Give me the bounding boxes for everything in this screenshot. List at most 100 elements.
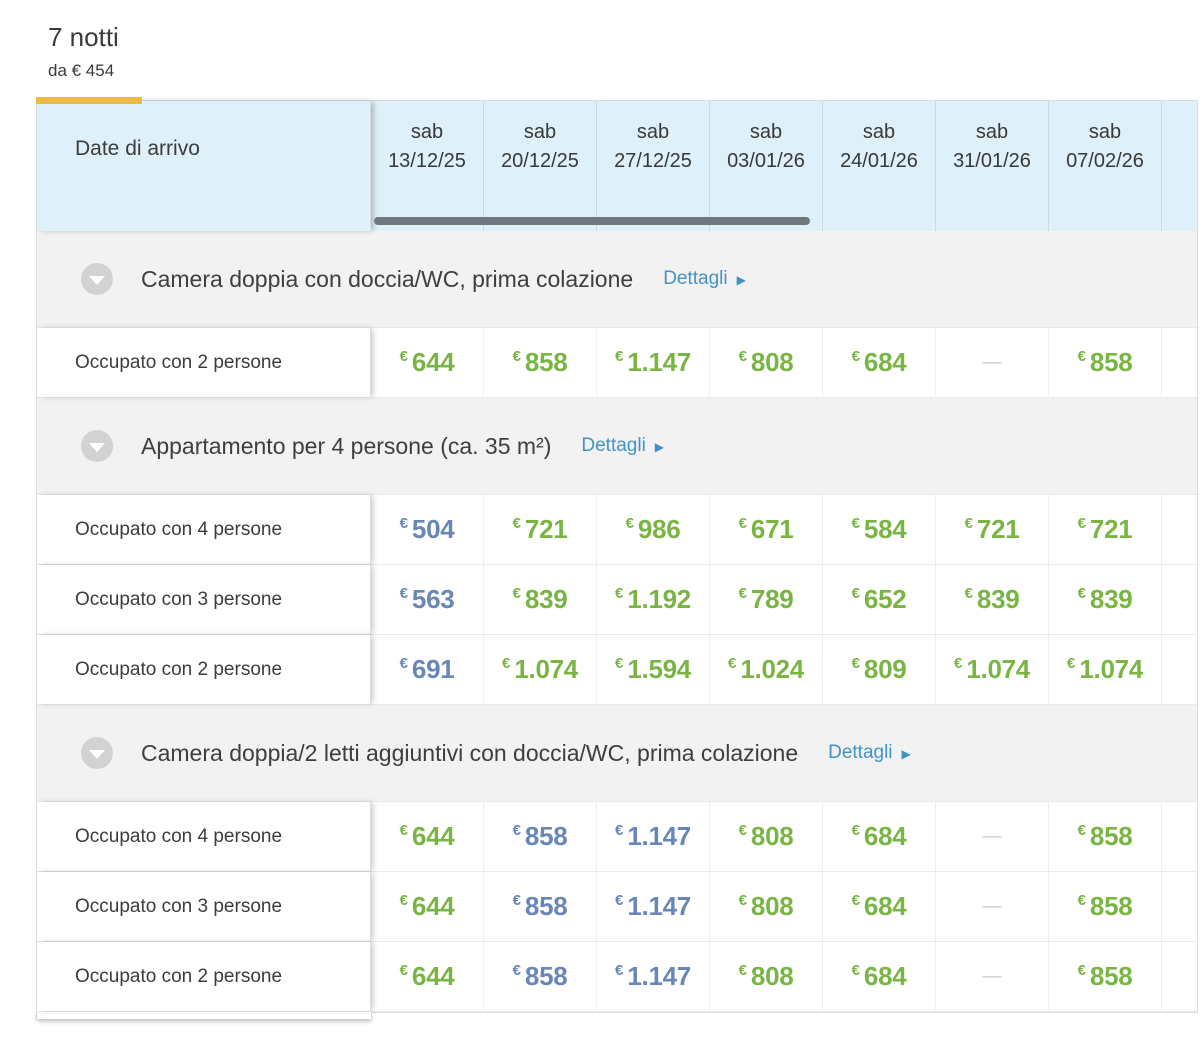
- euro-symbol: €: [625, 515, 634, 532]
- price-cell[interactable]: €858: [484, 942, 597, 1011]
- price-cell[interactable]: €1.147: [597, 872, 710, 941]
- details-link[interactable]: Dettagli ▶: [663, 268, 746, 290]
- date-column-header[interactable]: sab 27/12/25: [597, 101, 710, 231]
- price-cell[interactable]: €684: [823, 942, 936, 1011]
- date-column-header[interactable]: sab 13/12/25: [371, 101, 484, 231]
- price-cell[interactable]: €671: [710, 495, 823, 564]
- spacer-cell: [1162, 802, 1197, 871]
- price-cell[interactable]: €789: [710, 565, 823, 634]
- price-cell[interactable]: €858: [1049, 802, 1162, 871]
- price-cell[interactable]: €721: [484, 495, 597, 564]
- euro-symbol: €: [615, 962, 624, 979]
- occupancy-label: Occupato con 2 persone: [75, 658, 283, 680]
- price-cell[interactable]: €1.192: [597, 565, 710, 634]
- spacer-cell: [1162, 635, 1197, 704]
- chevron-down-icon[interactable]: [81, 430, 113, 462]
- price-cell[interactable]: €684: [823, 872, 936, 941]
- price-cell[interactable]: €858: [1049, 942, 1162, 1011]
- chevron-down-icon[interactable]: [81, 737, 113, 769]
- price-cell[interactable]: €839: [936, 565, 1049, 634]
- price-amount: 808: [750, 961, 794, 991]
- arrival-dates-label: Date di arrivo: [75, 137, 200, 160]
- euro-symbol: €: [399, 348, 408, 365]
- occupancy-label-cell: Occupato con 4 persone: [37, 495, 371, 564]
- date-day-label: sab: [862, 121, 896, 143]
- date-column-header[interactable]: sab 07/02/26: [1049, 101, 1162, 231]
- euro-symbol: €: [399, 585, 408, 602]
- date-day-label: sab: [523, 121, 557, 143]
- euro-symbol: €: [851, 585, 860, 602]
- occupancy-label-cell: Occupato con 4 persone: [37, 802, 371, 871]
- occupancy-label-cell: Occupato con 2 persone: [37, 942, 371, 1011]
- arrow-right-icon: ▶: [654, 440, 665, 454]
- price-cell[interactable]: €808: [710, 802, 823, 871]
- date-value-label: 20/12/25: [501, 150, 579, 172]
- date-column-header[interactable]: sab 03/01/26: [710, 101, 823, 231]
- price-cell[interactable]: €504: [371, 495, 484, 564]
- price-cell[interactable]: €644: [371, 802, 484, 871]
- price-cell[interactable]: €809: [823, 635, 936, 704]
- price-cell[interactable]: €858: [1049, 328, 1162, 397]
- price-cell[interactable]: €858: [484, 872, 597, 941]
- price-amount: 858: [1089, 961, 1133, 991]
- date-column-header[interactable]: sab 24/01/26: [823, 101, 936, 231]
- price-cell[interactable]: €858: [1049, 872, 1162, 941]
- price-cell[interactable]: €644: [371, 328, 484, 397]
- price-cell[interactable]: €652: [823, 565, 936, 634]
- spacer-cell: [1162, 565, 1197, 634]
- price-cell[interactable]: €1.147: [597, 802, 710, 871]
- room-category-title: Camera doppia con doccia/WC, prima colaz…: [141, 265, 634, 292]
- horizontal-scrollbar-thumb[interactable]: [374, 217, 810, 225]
- details-link[interactable]: Dettagli ▶: [828, 742, 911, 764]
- euro-symbol: €: [615, 348, 624, 365]
- euro-symbol: €: [512, 822, 521, 839]
- price-cell[interactable]: €584: [823, 495, 936, 564]
- price-cell[interactable]: €684: [823, 328, 936, 397]
- price-cell[interactable]: €858: [484, 328, 597, 397]
- price-amount: 1.147: [627, 347, 691, 377]
- euro-symbol: €: [738, 892, 747, 909]
- price-cell[interactable]: €644: [371, 942, 484, 1011]
- price-cell[interactable]: €986: [597, 495, 710, 564]
- price-cell[interactable]: €721: [936, 495, 1049, 564]
- price-amount: 1.074: [1079, 654, 1143, 684]
- price-amount: 691: [411, 654, 455, 684]
- price-cell[interactable]: €1.074: [1049, 635, 1162, 704]
- euro-symbol: €: [728, 655, 737, 672]
- price-amount: 644: [411, 347, 455, 377]
- price-cell[interactable]: €691: [371, 635, 484, 704]
- euro-symbol: €: [851, 655, 860, 672]
- price-cell[interactable]: €808: [710, 942, 823, 1011]
- euro-symbol: €: [851, 892, 860, 909]
- price-cell[interactable]: €644: [371, 872, 484, 941]
- price-cell[interactable]: €858: [484, 802, 597, 871]
- price-cell[interactable]: €808: [710, 872, 823, 941]
- price-cell[interactable]: €808: [710, 328, 823, 397]
- euro-symbol: €: [512, 892, 521, 909]
- price-cell[interactable]: €839: [484, 565, 597, 634]
- price-cell[interactable]: €563: [371, 565, 484, 634]
- price-amount: 808: [750, 891, 794, 921]
- details-link[interactable]: Dettagli ▶: [581, 435, 664, 457]
- occupancy-label-cell: Occupato con 3 persone: [37, 872, 371, 941]
- price-cell[interactable]: €1.024: [710, 635, 823, 704]
- price-cell[interactable]: €1.594: [597, 635, 710, 704]
- chevron-down-icon[interactable]: [81, 263, 113, 295]
- euro-symbol: €: [954, 655, 963, 672]
- spacer-cell: [1162, 942, 1197, 1011]
- price-cell[interactable]: €721: [1049, 495, 1162, 564]
- price-cell[interactable]: €839: [1049, 565, 1162, 634]
- price-cell[interactable]: €1.074: [936, 635, 1049, 704]
- chevron-triangle: [89, 442, 105, 452]
- price-cell[interactable]: €1.147: [597, 328, 710, 397]
- date-column-header[interactable]: sab 31/01/26: [936, 101, 1049, 231]
- date-column-header[interactable]: sab 20/12/25: [484, 101, 597, 231]
- euro-symbol: €: [399, 892, 408, 909]
- occupancy-label: Occupato con 4 persone: [75, 825, 283, 847]
- date-value-label: 13/12/25: [388, 150, 466, 172]
- euro-symbol: €: [615, 585, 624, 602]
- price-cell[interactable]: €1.074: [484, 635, 597, 704]
- price-cell[interactable]: €684: [823, 802, 936, 871]
- price-cell[interactable]: €1.147: [597, 942, 710, 1011]
- page-subtitle: da € 454: [48, 61, 115, 80]
